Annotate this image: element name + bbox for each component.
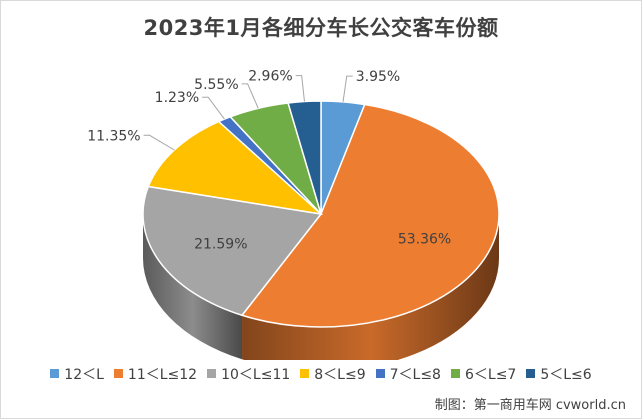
data-label-12-lt-l: 3.95%: [356, 69, 400, 85]
legend-label: 7＜L≤8: [389, 367, 441, 383]
data-label-11-lt-l-le-12: 53.36%: [398, 231, 451, 247]
leader-line-5-lt-l-le-6: [295, 75, 305, 102]
legend-item-8-lt-l-le-9: 8＜L≤9: [300, 364, 366, 384]
legend-label: 8＜L≤9: [314, 367, 366, 383]
legend-label: 10＜L≤11: [221, 367, 291, 383]
data-label-10-lt-l-le-11: 21.59%: [194, 236, 247, 252]
legend-label: 5＜L≤6: [540, 367, 592, 383]
legend-label: 12＜L: [64, 367, 104, 383]
pie-side-10-lt-l-le-11: [143, 214, 243, 360]
pie-side-11-lt-l-le-12: [242, 214, 499, 360]
data-label-5-lt-l-le-6: 2.96%: [248, 69, 292, 85]
leader-line-12-lt-l: [342, 75, 353, 102]
pie-top: [142, 100, 500, 328]
legend-item-11-lt-l-le-12: 11＜L≤12: [113, 364, 198, 384]
pie-chart: 3.95% 53.36% 21.59% 11.35% 1.23%5.55% 2.96%: [87, 69, 500, 360]
legend-label: 11＜L≤12: [127, 367, 198, 383]
legend-swatch: [300, 369, 310, 378]
legend-item-7-lt-l-le-8: 7＜L≤8: [375, 364, 441, 384]
pie-slice-8-lt-l-le-9: [147, 120, 324, 216]
legend-item-12-lt-l: 12＜L: [50, 364, 104, 384]
chart-legend: 12＜L 11＜L≤12 10＜L≤11 8＜L≤9 7＜L≤8 6＜L≤7 5＜L≤6: [0, 364, 642, 384]
legend-item-6-lt-l-le-7: 6＜L≤7: [450, 364, 517, 384]
legend-swatch: [207, 369, 217, 378]
chart-title: 2023年1月各细分车长公交客车份额: [143, 16, 499, 40]
data-label-7-lt-l-le-8: 1.23%: [155, 90, 199, 106]
legend-swatch: [50, 369, 60, 378]
legend-swatch: [375, 369, 385, 378]
data-label-6-lt-l-le-7: 5.55%: [194, 77, 238, 93]
leader-line-6-lt-l-le-7: [241, 83, 259, 109]
legend-item-10-lt-l-le-11: 10＜L≤11: [207, 364, 290, 384]
legend-swatch: [113, 369, 123, 378]
pie-slice-10-lt-l-le-11: [142, 185, 323, 317]
legend-item-5-lt-l-le-6: 5＜L≤6: [526, 364, 592, 384]
pie-sides: [143, 214, 499, 360]
legend-swatch: [526, 369, 536, 378]
source-credit: 制图：第一商用车网 cvworld.cn: [434, 398, 626, 413]
legend-swatch: [450, 369, 460, 378]
legend-label: 6＜L≤7: [464, 367, 517, 383]
leader-line-7-lt-l-le-8: [202, 96, 225, 120]
data-label-8-lt-l-le-9: 11.35%: [87, 128, 140, 144]
pie-slice-11-lt-l-le-12: [240, 103, 500, 328]
leader-line-8-lt-l-le-9: [143, 134, 175, 151]
pie-labels: 3.95% 53.36% 21.59% 11.35% 1.23%5.55% 2.96%: [87, 69, 451, 253]
